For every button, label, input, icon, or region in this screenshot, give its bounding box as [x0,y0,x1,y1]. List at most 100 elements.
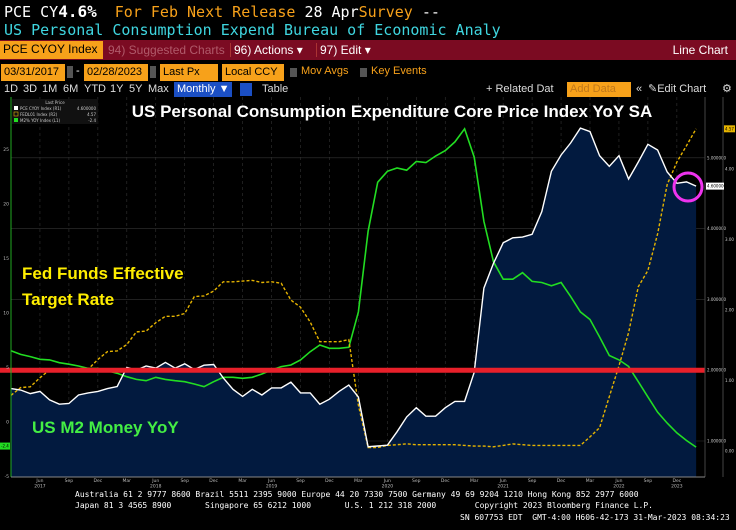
currency-select[interactable]: Local CCY [222,64,284,81]
edit-menu[interactable]: 97) Edit ▾ [316,43,371,57]
x-tick-year: 2021 [497,484,509,490]
period-1m[interactable]: 1M [42,83,58,95]
quote-line: PCE CY4.6% For Feb Next Release 28 AprSu… [4,2,440,21]
left-tick-label: 10 [3,311,9,317]
legend-swatch-fed [13,111,19,117]
suggested-charts-button[interactable]: 94) Suggested Charts [108,43,225,57]
x-tick-label: Jun [614,478,622,484]
toolbar: PCE CYOY Index 94) Suggested Charts 96) … [0,40,736,60]
x-tick-year: 2022 [613,484,625,490]
right-inner-tick-label: 1.000000 [707,439,727,444]
fed-annotation-line2: Target Rate [22,290,114,309]
footer-session: SN 607753 EDT GMT-4:00 H606-42-173 31-Ma… [460,513,730,522]
highlight-circle [672,171,704,203]
x-tick-label: Sep [528,478,537,484]
start-date-input[interactable]: 03/31/2017 [1,64,65,81]
mov-avgs-checkbox[interactable] [290,68,297,77]
chart-title: US Personal Consumption Expenditure Core… [132,102,653,121]
edit-chart-label: Edit Chart [657,83,707,95]
survey-label: Survey [358,3,413,21]
x-tick-year: 2019 [266,484,278,490]
legend: Last Price PCE CYOY Index (R1) 4.600000 … [12,99,98,124]
right-outer-tick-label: 4.00 [725,167,734,172]
legend-box [12,99,98,124]
x-tick-label: Mar [470,478,479,484]
x-tick-label: Dec [93,478,102,484]
left-tick-label: 0 [6,420,9,426]
right-outer-tick-label: 0.00 [725,449,734,454]
survey-value: -- [421,3,440,21]
left-tick-label: -5 [5,474,10,480]
x-tick-year: 2017 [34,484,46,490]
x-tick-label: Dec [672,478,681,484]
legend-label-m2: M2% YOY Index (L1) [20,118,61,123]
right-outer-tick-label: 3.00 [725,237,734,242]
period-5y[interactable]: 5Y [129,83,143,95]
right-inner-tick-label: 3.000000 [707,297,727,302]
last-value: 4.6% [58,2,97,21]
x-tick-label: Mar [123,478,132,484]
legend-label-pce: PCE CYOY Index (R1) [20,106,62,111]
pce-area-fill [11,128,697,477]
right-inner-tick-label: 5.000000 [707,155,727,160]
x-tick-label: Dec [557,478,566,484]
right-outer-tick-label: 1.00 [725,378,734,383]
collapse-icon[interactable]: « [636,83,643,95]
fed-annotation-line1: Fed Funds Effective [22,264,184,283]
legend-value-m2: -2.4 [88,118,96,123]
legend-value-pce: 4.600000 [77,106,97,111]
left-tick-label: 5 [6,365,9,371]
x-tick-year: 2020 [382,484,394,490]
x-tick-label: Jun [499,478,507,484]
price-select[interactable]: Last Px [160,64,218,81]
x-tick-label: Jun [267,478,275,484]
fed-last-value-tag-bg [724,125,735,133]
next-release-date: 28 Apr [304,3,359,21]
m2-series-line [10,127,697,448]
x-tick-label: Jun [383,478,391,484]
legend-swatch-pce [14,106,18,110]
settings-gear-icon[interactable]: ⚙ [722,83,732,95]
x-tick-label: Jun [35,478,43,484]
date-separator: - [76,65,80,77]
security-description: US Personal Consumption Expend Bureau of… [4,21,501,39]
legend-swatch-m2 [14,118,18,122]
right-inner-tick-label: 4.000000 [707,226,727,231]
x-tick-label: Sep [65,478,74,484]
table-button[interactable]: Table [262,83,289,95]
security-input[interactable]: PCE CYOY Index [0,41,103,59]
edit-chart-button[interactable]: ✎Edit Chart [648,83,707,95]
key-events-checkbox[interactable] [360,68,367,77]
period-3d[interactable]: 3D [23,83,38,95]
date-controls: 03/31/2017 - 02/28/2023 Last Px Local CC… [0,64,736,82]
related-data-button[interactable]: + Related Dat [486,83,554,95]
x-tick-label: Sep [180,478,189,484]
actions-menu[interactable]: 96) Actions ▾ [230,43,303,57]
fed-last-value-tag: 4.57 [725,126,734,131]
period-6m[interactable]: 6M [63,83,79,95]
chart-style-icon[interactable] [240,83,252,96]
calendar-icon[interactable] [150,66,156,78]
key-events-label[interactable]: Key Events [371,65,427,77]
footer-contacts-1: Australia 61 2 9777 8600 Brazil 5511 239… [75,490,639,499]
period-1d[interactable]: 1D [4,83,19,95]
frequency-select[interactable]: Monthly ▼ [174,82,233,97]
for-label: For Feb [114,3,178,21]
add-data-input[interactable]: Add Data [567,82,631,97]
x-tick-label: Jun [151,478,159,484]
calendar-icon[interactable] [67,66,73,78]
m2-last-value-tag: -2.4 [1,444,9,449]
left-tick-label: 20 [3,202,9,208]
mov-avgs-label[interactable]: Mov Avgs [301,65,349,77]
x-tick-label: Sep [644,478,653,484]
period-1y[interactable]: 1Y [110,83,124,95]
x-tick-label: Sep [412,478,421,484]
period-ytd[interactable]: YTD [84,83,106,95]
x-tick-label: Mar [238,478,247,484]
period-max[interactable]: Max [148,83,169,95]
end-date-input[interactable]: 02/28/2023 [84,64,148,81]
right-outer-tick-label: 2.00 [725,308,734,313]
x-tick-year: 2018 [150,484,162,490]
fed-funds-series-line [10,128,697,449]
